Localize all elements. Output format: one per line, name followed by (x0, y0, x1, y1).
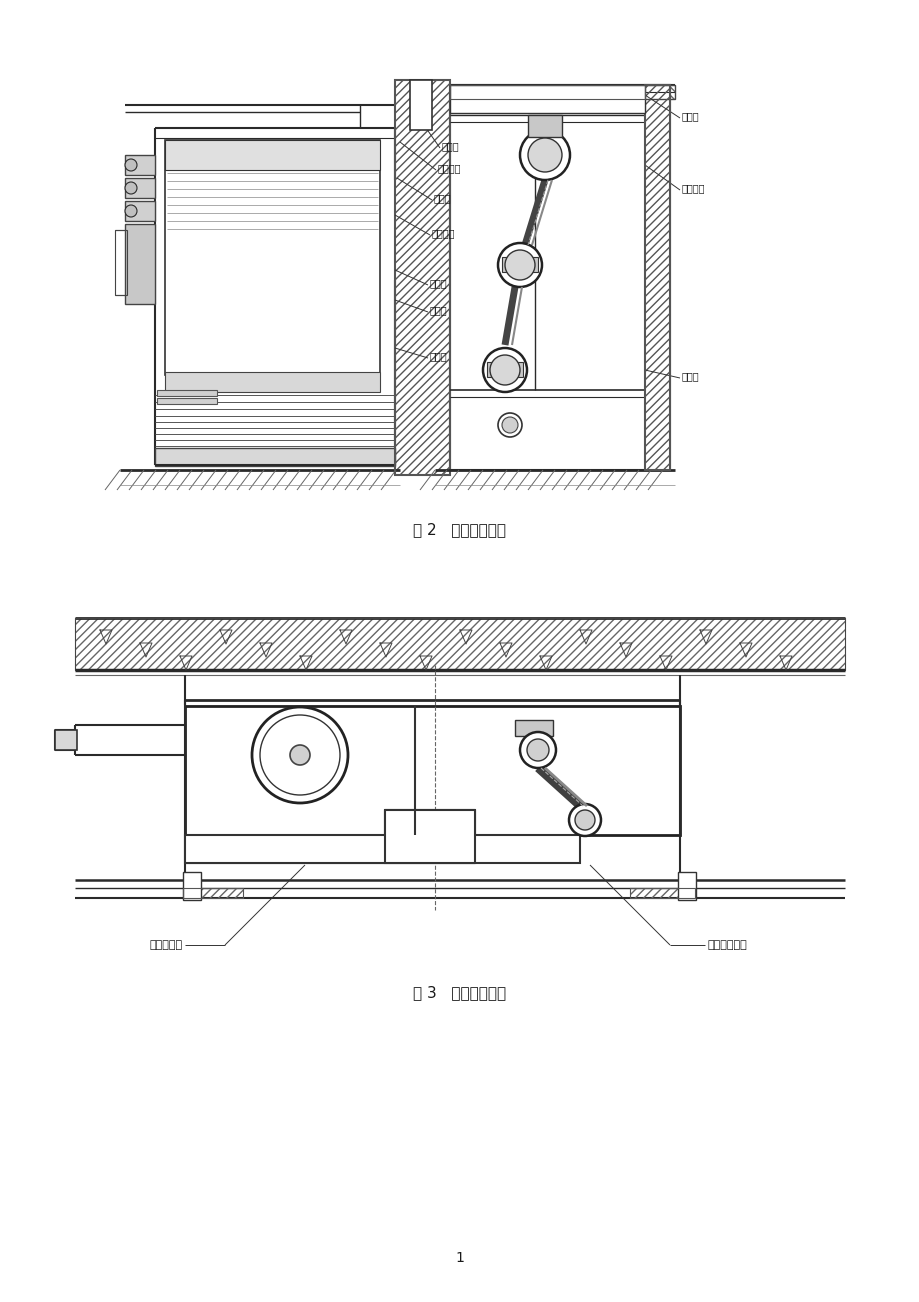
Text: 检火板: 检火板 (429, 279, 448, 288)
Circle shape (289, 745, 310, 766)
Bar (449, 85, 675, 99)
Bar (449, 85, 675, 99)
Text: 新风管: 新风管 (441, 141, 460, 151)
Circle shape (519, 130, 570, 180)
Circle shape (568, 805, 600, 836)
Bar (157, 398, 217, 404)
Circle shape (497, 413, 521, 437)
Circle shape (574, 810, 595, 829)
Bar (630, 888, 694, 898)
Text: 层火板: 层火板 (434, 193, 451, 203)
Bar (644, 85, 669, 470)
Bar (55, 730, 77, 750)
Text: 图 3   卡式暗装简图: 图 3 卡式暗装简图 (413, 986, 506, 1000)
Bar (125, 155, 154, 174)
Bar (449, 85, 669, 470)
Bar (449, 85, 644, 99)
Bar (502, 256, 538, 272)
Circle shape (252, 707, 347, 803)
Bar (185, 835, 579, 863)
Bar (394, 79, 449, 475)
Bar (165, 372, 380, 392)
Circle shape (527, 740, 549, 760)
Text: 卡式风机盘管: 卡式风机盘管 (708, 940, 747, 950)
Text: 送风管: 送风管 (681, 111, 698, 121)
Bar (384, 810, 474, 863)
Bar (75, 618, 844, 671)
Circle shape (497, 243, 541, 286)
Bar (165, 141, 380, 375)
Bar (630, 888, 694, 898)
Circle shape (490, 355, 519, 385)
Circle shape (482, 348, 527, 392)
Bar (75, 618, 844, 671)
Circle shape (125, 182, 137, 194)
Circle shape (125, 159, 137, 171)
Bar (644, 85, 669, 470)
Bar (115, 230, 127, 296)
Text: 风机盘管: 风机盘管 (432, 228, 455, 238)
Text: 图 2   立式暗装简图: 图 2 立式暗装简图 (413, 522, 506, 538)
Bar (183, 888, 243, 898)
Bar (515, 720, 552, 736)
Circle shape (502, 417, 517, 434)
Text: 1: 1 (455, 1251, 464, 1266)
Circle shape (125, 204, 137, 217)
Bar (125, 178, 154, 198)
Text: 凝水管: 凝水管 (429, 352, 448, 361)
Bar (185, 706, 679, 835)
Circle shape (505, 250, 535, 280)
Bar (677, 872, 696, 900)
Bar (486, 362, 522, 378)
Bar (125, 201, 154, 221)
Text: 防火板: 防火板 (429, 305, 448, 315)
Bar (410, 79, 432, 130)
Text: 美观吊柜: 美观吊柜 (681, 184, 705, 193)
Bar (449, 85, 644, 99)
Bar (183, 888, 243, 898)
Bar (157, 391, 217, 396)
Bar (630, 888, 694, 898)
Circle shape (528, 138, 562, 172)
Bar (449, 85, 644, 113)
Bar (75, 618, 844, 671)
Bar (154, 448, 394, 466)
Bar (394, 79, 449, 475)
Bar (449, 85, 644, 99)
Bar (183, 888, 243, 898)
Bar (394, 79, 449, 475)
Text: 积风口: 积风口 (681, 371, 698, 381)
Bar (644, 85, 669, 470)
Text: 进出风面板: 进出风面板 (150, 940, 183, 950)
Bar (125, 224, 154, 303)
Bar (183, 872, 200, 900)
Circle shape (519, 732, 555, 768)
Text: 顶角台柜: 顶角台柜 (437, 163, 461, 173)
Bar (528, 115, 562, 137)
Bar (449, 85, 675, 99)
Bar (165, 141, 380, 171)
